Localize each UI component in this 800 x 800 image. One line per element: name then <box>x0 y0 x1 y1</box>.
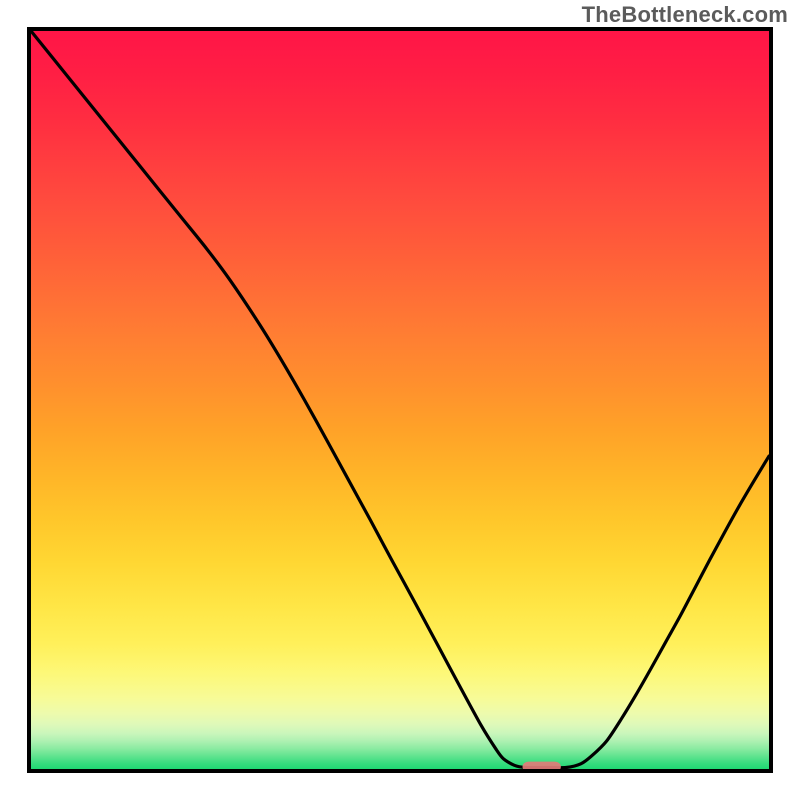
bottleneck-curve-chart <box>0 0 800 800</box>
chart-container: TheBottleneck.com <box>0 0 800 800</box>
watermark-text: TheBottleneck.com <box>582 2 788 28</box>
